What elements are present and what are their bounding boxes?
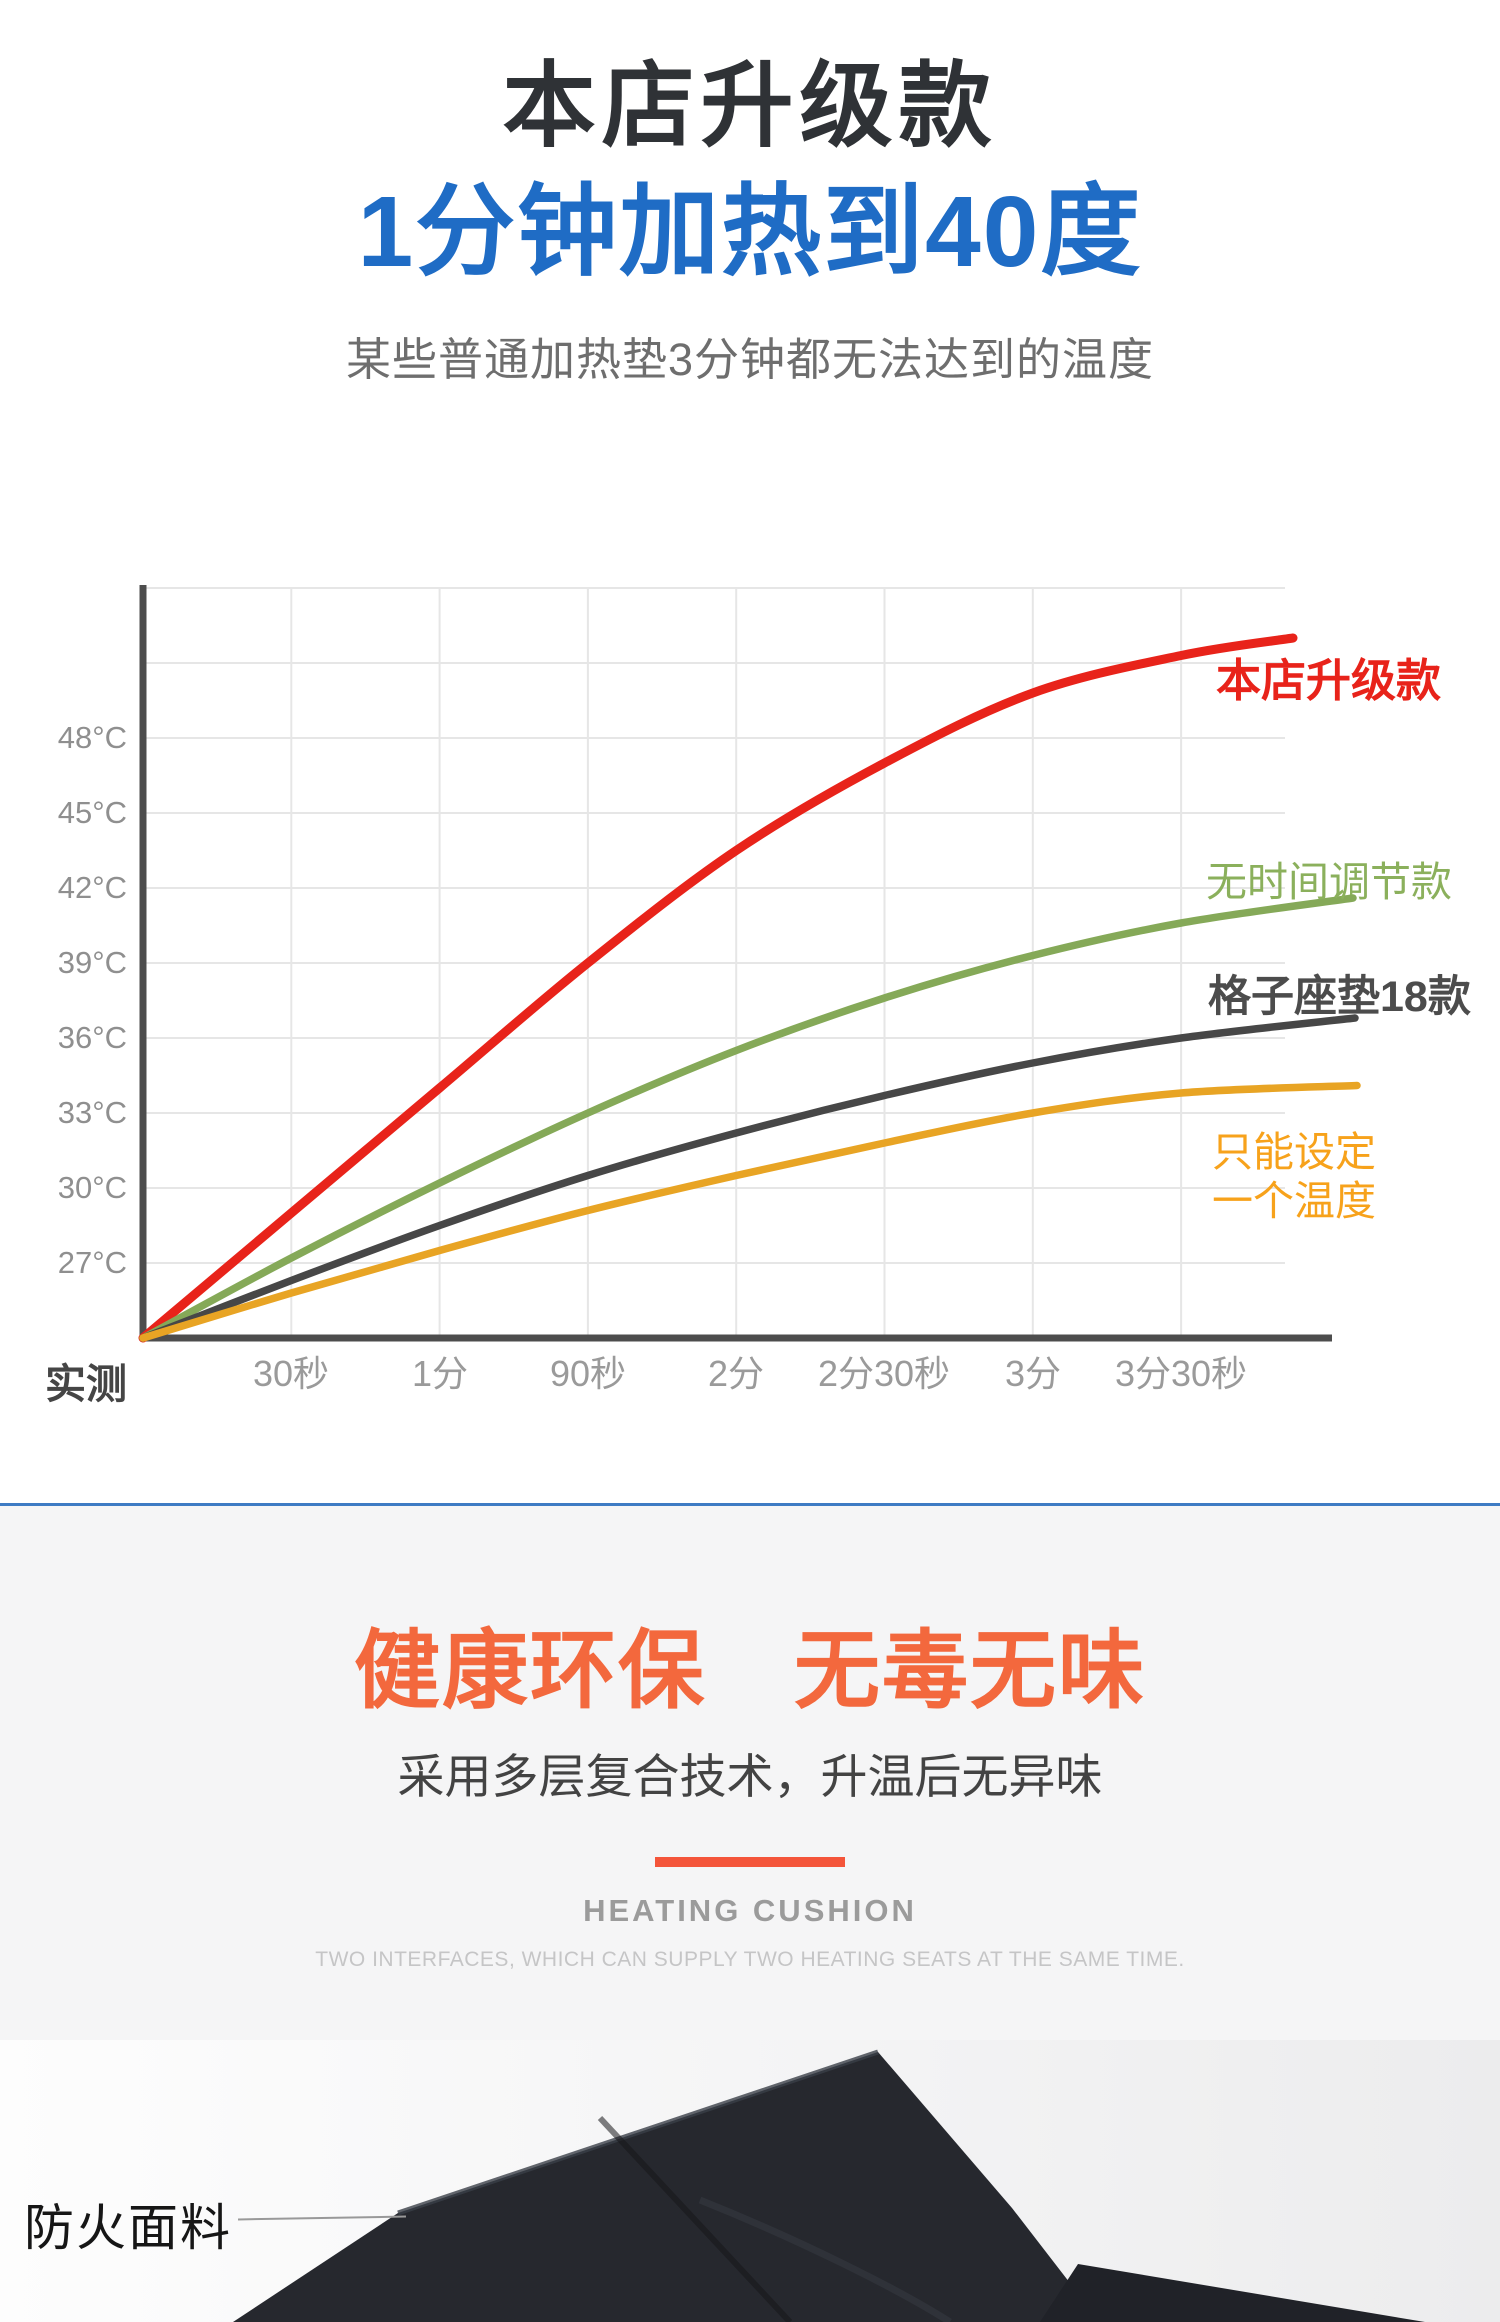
x-tick-3min: 3分 [1004, 1353, 1062, 1394]
y-tick-36: 36°C [57, 1020, 127, 1055]
y-tick-48: 48°C [57, 720, 127, 755]
series-line-0 [138, 633, 1298, 1343]
x-tick-1min: 1分 [411, 1353, 469, 1394]
section-divider [0, 1503, 1500, 1506]
fabric-seam-light [698, 2196, 952, 2322]
series-label-grid-cushion: 格子座垫18款 [1208, 973, 1471, 1021]
x-origin-label: 实测 [45, 1361, 127, 1407]
product-fabric-photo [233, 2049, 1425, 2322]
x-tick-90s: 90秒 [549, 1353, 627, 1394]
series-line-3 [139, 1081, 1361, 1342]
page-subtitle: 1分钟加热到40度 [357, 176, 1143, 288]
x-tick-2min30s: 2分30秒 [817, 1353, 951, 1394]
x-tick-2min: 2分 [707, 1353, 765, 1394]
x-tick-3min30s: 3分30秒 [1114, 1353, 1248, 1394]
y-tick-42: 42°C [57, 870, 127, 905]
y-tick-27: 27°C [57, 1245, 127, 1280]
fireproof-fabric-callout: 防火面料 [24, 2200, 232, 2256]
chart-axes [139, 585, 1332, 1342]
fabric-edge-highlight [397, 2049, 879, 2216]
english-title: HEATING CUSHION [583, 1893, 917, 1928]
series-label-single-temp-line1: 只能设定 [1212, 1129, 1376, 1175]
hero-description: 某些普通加热垫3分钟都无法达到的温度 [345, 334, 1155, 385]
series-line-1 [139, 894, 1357, 1342]
y-tick-39: 39°C [57, 945, 127, 980]
fabric-seam-dark [597, 2115, 793, 2322]
chart-series-lines [138, 633, 1361, 1343]
series-label-no-timer: 无时间调节款 [1206, 859, 1452, 905]
y-tick-30: 30°C [57, 1170, 127, 1205]
accent-bar [655, 1857, 845, 1867]
health-title: 健康环保 无毒无味 [354, 1623, 1146, 1719]
chart-gridlines [143, 587, 1285, 1338]
english-subtitle: TWO INTERFACES, WHICH CAN SUPPLY TWO HEA… [315, 1948, 1185, 1971]
y-tick-33: 33°C [57, 1095, 127, 1130]
page-title: 本店升级款 [502, 54, 998, 158]
fabric-corner-piece [1040, 2264, 1425, 2322]
series-label-single-temp-line2: 一个温度 [1212, 1178, 1376, 1225]
y-tick-45: 45°C [57, 795, 127, 830]
series-label-single-temp: 只能设定 一个温度 [1212, 1128, 1376, 1226]
health-subtitle: 采用多层复合技术，升温后无异味 [397, 1750, 1103, 1803]
x-tick-30s: 30秒 [252, 1353, 330, 1394]
series-label-upgraded: 本店升级款 [1216, 655, 1442, 706]
series-line-2 [139, 1014, 1359, 1342]
